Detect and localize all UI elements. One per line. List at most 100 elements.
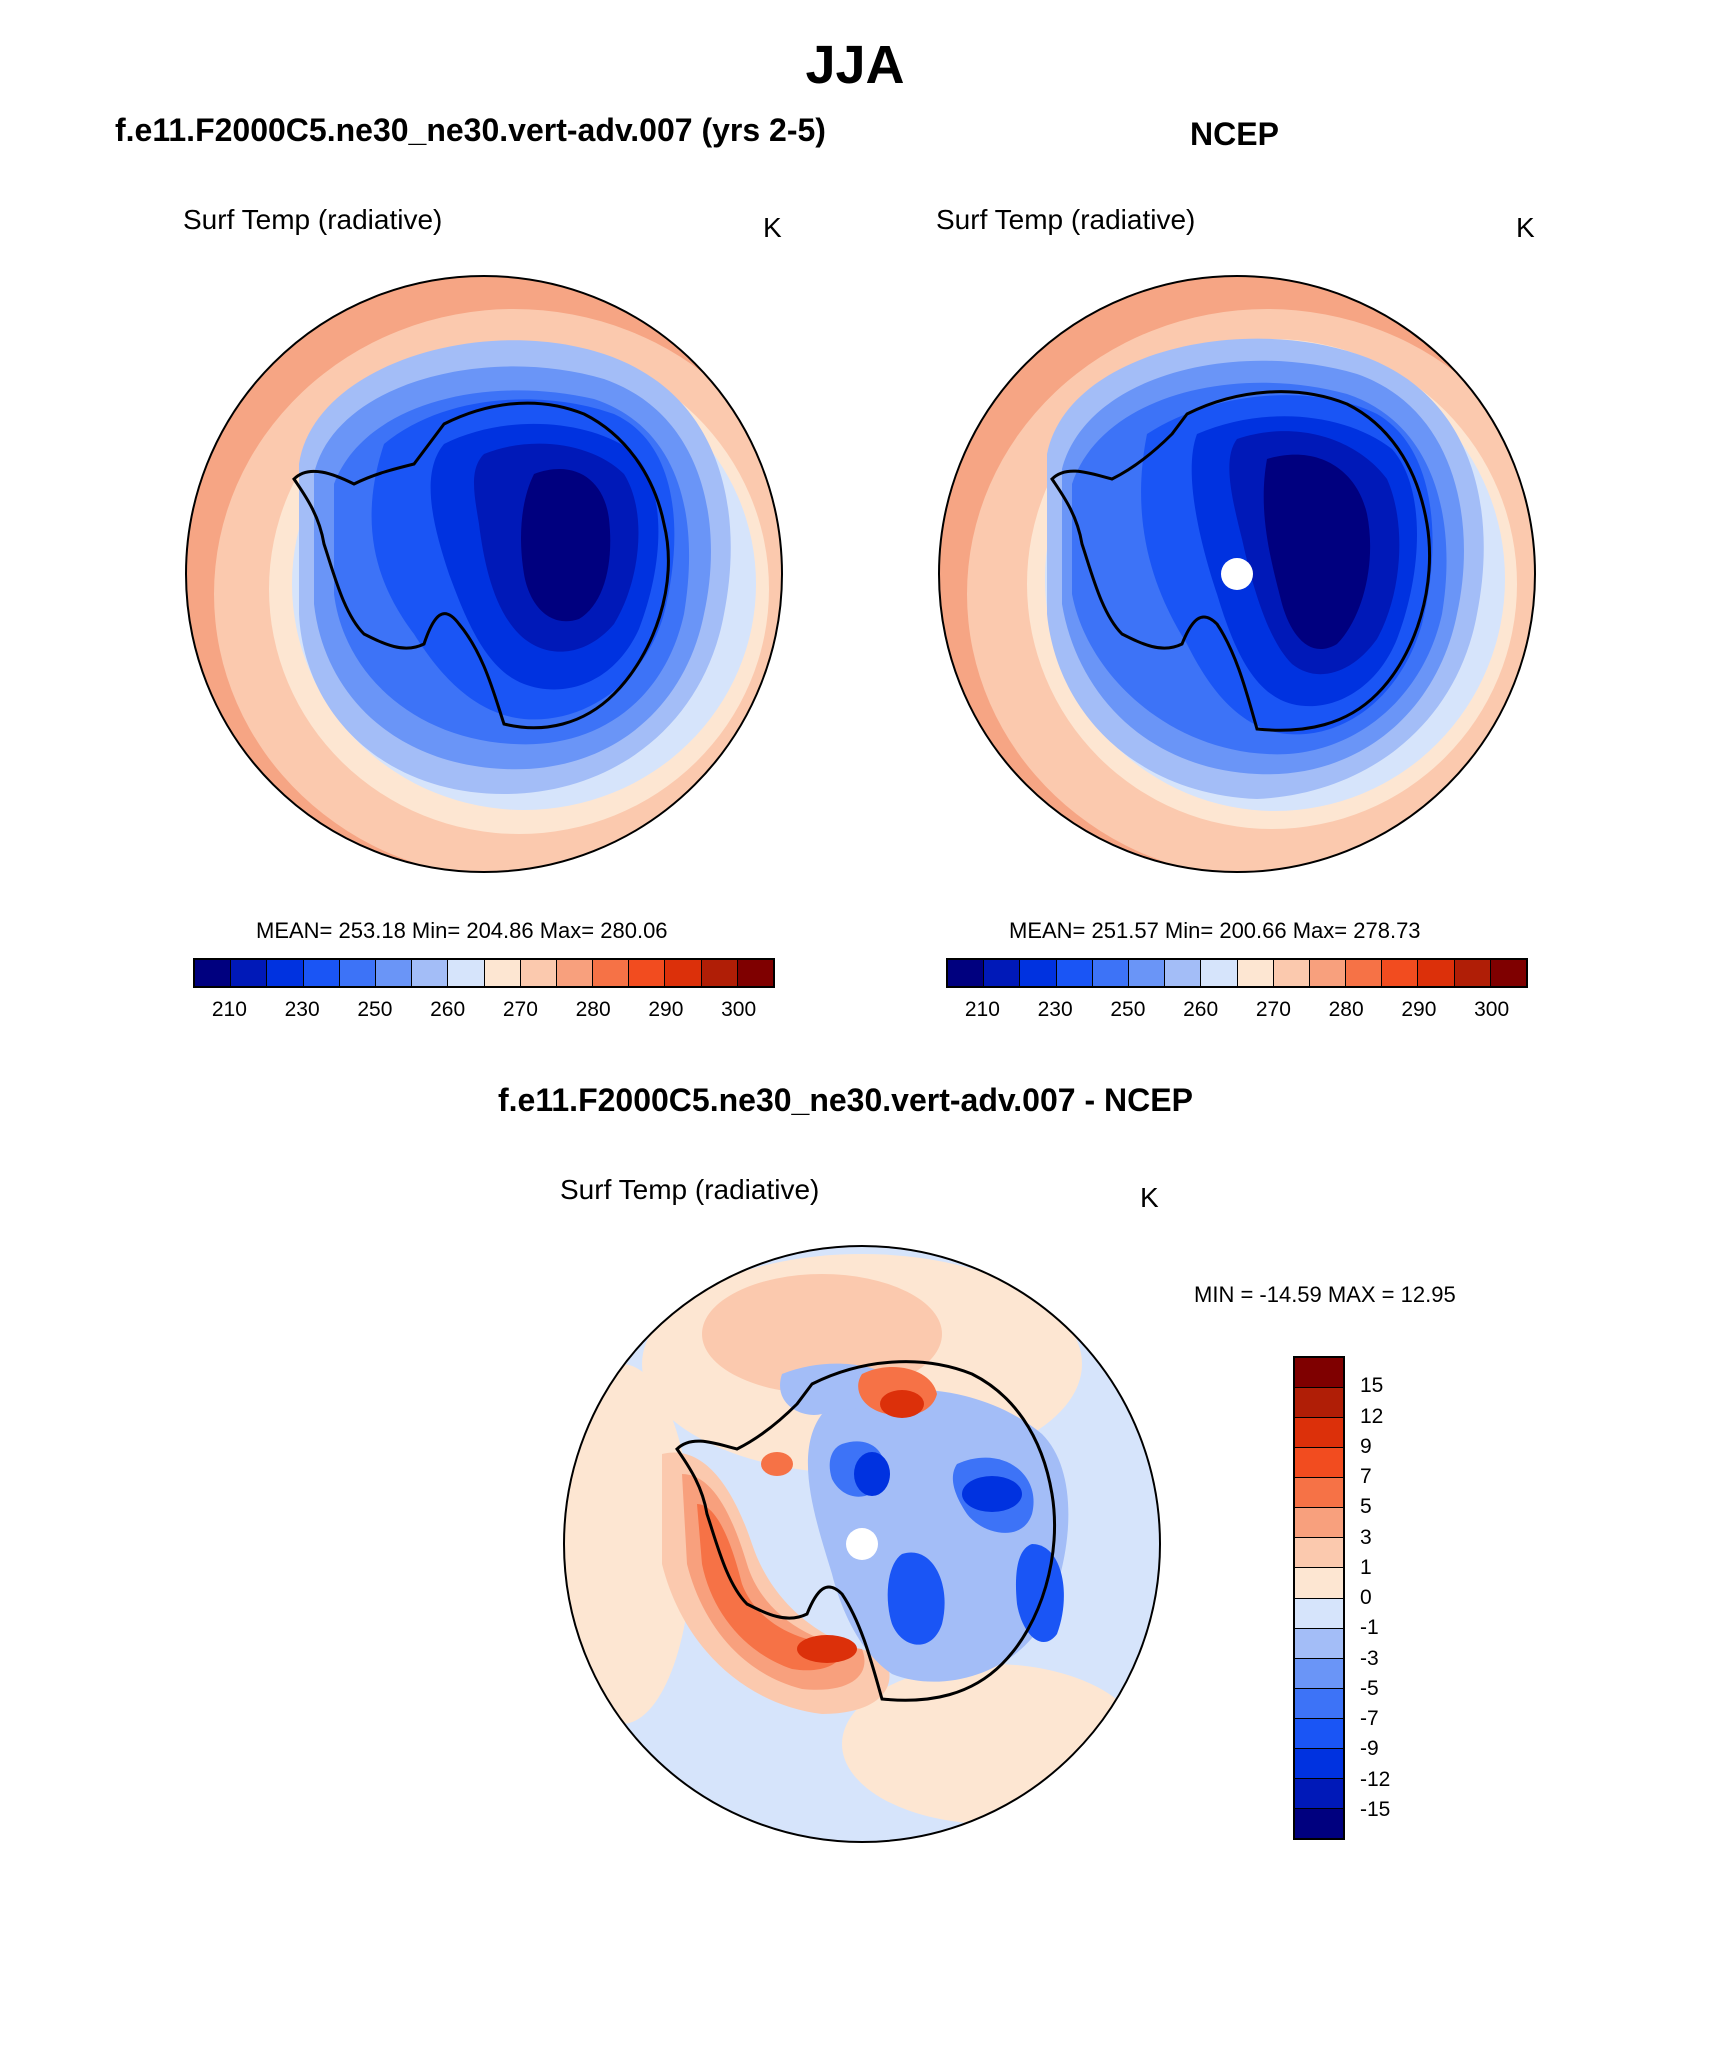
model-colorbar-tick-label: 250 <box>357 998 393 1021</box>
page-title: JJA <box>805 35 905 95</box>
diff-colorbar-swatch <box>1295 1688 1343 1719</box>
model-colorbar-swatch <box>701 960 738 986</box>
diff-colorbar-tick-label: 9 <box>1360 1434 1372 1458</box>
diff-colorbar-tick-label: -7 <box>1360 1707 1379 1730</box>
obs-colorbar-tick-label: 250 <box>1110 998 1146 1021</box>
model-colorbar-swatch <box>737 960 773 986</box>
model-panel-stats: MEAN= 253.18 Min= 204.86 Max= 280.06 <box>256 918 668 943</box>
diff-panel-subtitle: Surf Temp (radiative) <box>560 1174 820 1205</box>
model-panel-title: f.e11.F2000C5.ne30_ne30.vert-adv.007 (yr… <box>115 112 826 148</box>
model-colorbar <box>193 958 775 988</box>
obs-colorbar-swatch <box>1273 960 1310 986</box>
diff-colorbar-tick-label: 12 <box>1360 1404 1384 1428</box>
obs-colorbar-tick-label: 210 <box>964 998 1000 1021</box>
diff-colorbar-swatch <box>1295 1628 1343 1659</box>
model-colorbar-tick-label: 290 <box>648 998 684 1021</box>
model-panel-subtitle: Surf Temp (radiative) <box>183 204 443 235</box>
obs-colorbar-swatch <box>1490 960 1526 986</box>
obs-colorbar-swatch <box>1418 960 1455 986</box>
model-colorbar-swatch <box>267 960 304 986</box>
obs-colorbar-tick-label: 290 <box>1401 998 1437 1021</box>
obs-panel-subtitle: Surf Temp (radiative) <box>936 204 1196 235</box>
diff-colorbar-tick-label: 7 <box>1360 1465 1372 1488</box>
diff-colorbar-tick-label: 5 <box>1360 1495 1372 1519</box>
diff-colorbar-tick-label: 3 <box>1360 1525 1372 1549</box>
obs-colorbar-swatch <box>1092 960 1129 986</box>
coastline <box>675 1360 1056 1702</box>
diff-colorbar-swatch <box>1295 1478 1343 1509</box>
model-colorbar-swatch <box>556 960 594 986</box>
diff-polar-map <box>563 1245 1161 1843</box>
model-colorbar-tick-label: 270 <box>502 998 538 1021</box>
obs-polar-map <box>938 275 1536 873</box>
diff-colorbar-swatch <box>1295 1508 1343 1539</box>
obs-colorbar-swatch <box>1020 960 1057 986</box>
diff-colorbar-swatch <box>1295 1388 1343 1419</box>
map-border <box>938 275 1536 873</box>
model-colorbar-swatch <box>195 960 232 986</box>
diff-colorbar-swatch <box>1295 1598 1343 1629</box>
diff-colorbar-tick-label: 15 <box>1360 1374 1384 1398</box>
obs-panel-unit: K <box>1516 212 1535 243</box>
model-colorbar-tick-label: 230 <box>284 998 320 1021</box>
obs-colorbar-swatch <box>1454 960 1491 986</box>
diff-colorbar-tick-label: 0 <box>1360 1586 1372 1609</box>
obs-colorbar-swatch <box>1201 960 1238 986</box>
model-colorbar-swatch <box>520 960 557 986</box>
model-panel-unit: K <box>763 212 782 243</box>
diff-colorbar-tick-label: -9 <box>1360 1737 1379 1761</box>
obs-colorbar-swatch <box>984 960 1021 986</box>
model-colorbar-swatch <box>665 960 702 986</box>
obs-colorbar-tick-label: 260 <box>1183 998 1219 1021</box>
model-colorbar-swatch <box>231 960 268 986</box>
model-colorbar-swatch <box>593 960 630 986</box>
diff-panel-title: f.e11.F2000C5.ne30_ne30.vert-adv.007 - N… <box>498 1082 1193 1118</box>
obs-panel-stats: MEAN= 251.57 Min= 200.66 Max= 278.73 <box>1009 918 1421 943</box>
diff-colorbar-swatch <box>1295 1538 1343 1569</box>
obs-colorbar-tick-label: 280 <box>1328 998 1364 1021</box>
obs-colorbar-ticks: 210 230 250 260 270 280 290 300 <box>946 998 1528 1024</box>
diff-colorbar-ticks: 15 12 9 7 5 3 1 0 -1 -3 -5 -7 -9 -12 -15 <box>1360 1356 1440 1840</box>
obs-colorbar-swatch <box>1165 960 1202 986</box>
model-colorbar-ticks: 210 230 250 260 270 280 290 300 <box>193 998 775 1024</box>
diff-colorbar-swatch <box>1295 1748 1343 1779</box>
obs-colorbar-swatch <box>1346 960 1383 986</box>
coastline <box>292 401 670 730</box>
diff-colorbar-swatch <box>1295 1808 1343 1838</box>
obs-colorbar-swatch <box>1056 960 1093 986</box>
obs-colorbar-tick-label: 270 <box>1255 998 1291 1021</box>
coastline <box>1050 390 1431 732</box>
diff-colorbar-swatch <box>1295 1358 1343 1389</box>
pole-hole <box>1221 558 1253 590</box>
obs-colorbar-swatch <box>1128 960 1166 986</box>
diff-colorbar-swatch <box>1295 1418 1343 1449</box>
map-border <box>563 1245 1161 1843</box>
model-colorbar-swatch <box>303 960 340 986</box>
model-colorbar-tick-label: 210 <box>211 998 247 1021</box>
diff-colorbar-tick-label: 1 <box>1360 1555 1372 1579</box>
model-colorbar-swatch <box>412 960 449 986</box>
model-colorbar-swatch <box>484 960 521 986</box>
diff-panel-unit: K <box>1140 1182 1159 1213</box>
diff-colorbar <box>1293 1356 1345 1840</box>
pole-hole <box>846 1528 878 1560</box>
model-colorbar-tick-label: 300 <box>721 998 757 1021</box>
diff-colorbar-swatch <box>1295 1778 1343 1809</box>
model-colorbar-swatch <box>629 960 666 986</box>
diff-panel-stats: MIN = -14.59 MAX = 12.95 <box>1194 1282 1456 1307</box>
model-colorbar-swatch <box>339 960 376 986</box>
obs-colorbar-swatch <box>1382 960 1419 986</box>
diff-colorbar-tick-label: -5 <box>1360 1676 1379 1700</box>
diff-colorbar-tick-label: -3 <box>1360 1646 1379 1670</box>
obs-colorbar-swatch <box>1309 960 1347 986</box>
diff-colorbar-swatch <box>1295 1568 1343 1599</box>
model-colorbar-tick-label: 260 <box>430 998 466 1021</box>
model-colorbar-swatch <box>375 960 413 986</box>
model-colorbar-tick-label: 280 <box>575 998 611 1021</box>
obs-colorbar-tick-label: 300 <box>1474 998 1510 1021</box>
diff-colorbar-swatch <box>1295 1448 1343 1479</box>
diff-colorbar-swatch <box>1295 1658 1343 1689</box>
obs-panel-title: NCEP <box>1190 116 1279 152</box>
obs-colorbar-swatch <box>948 960 985 986</box>
obs-colorbar-tick-label: 230 <box>1037 998 1073 1021</box>
